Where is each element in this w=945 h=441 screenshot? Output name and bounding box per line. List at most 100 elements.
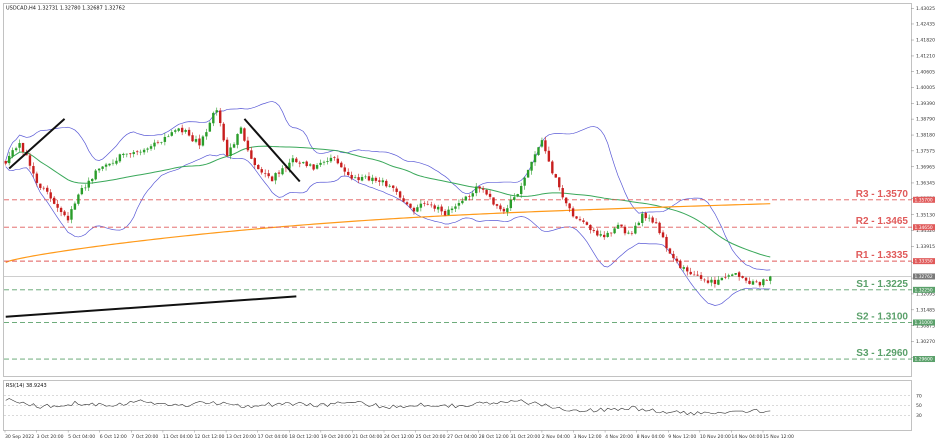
candle — [122, 152, 125, 158]
candle-body — [450, 208, 454, 211]
bollinger-upper — [5, 101, 771, 271]
y-tick-label: 1.42435 — [916, 22, 935, 28]
candle-body — [689, 271, 692, 275]
candle — [502, 207, 506, 214]
candle — [530, 161, 533, 175]
candle-body — [436, 206, 440, 210]
x-tick-label: 3 Oct 20:00 — [37, 434, 64, 440]
candle-body — [682, 267, 685, 269]
candle-body — [765, 280, 769, 281]
candle-body — [184, 129, 187, 132]
candle — [613, 226, 616, 235]
candle — [499, 203, 502, 212]
level-labels: R3 - 1.3570 1.35700 R2 - 1.3465 1.34650 R1 -… — [856, 189, 935, 363]
level-label-r3: R3 - 1.3570 — [856, 189, 909, 200]
candle — [70, 206, 73, 224]
y-tick-label: 1.33915 — [916, 244, 935, 250]
candle — [367, 172, 371, 182]
candle-body — [530, 161, 533, 171]
candle — [513, 193, 516, 202]
candle — [454, 203, 457, 212]
candle — [246, 136, 250, 153]
candle-body — [52, 197, 56, 204]
y-tick-label: 1.32095 — [916, 291, 935, 297]
candle-body — [295, 158, 298, 163]
candle-body — [87, 180, 90, 188]
candle-body — [253, 158, 257, 166]
level-tag-text-r1: 1.33350 — [915, 259, 933, 265]
candle — [21, 142, 25, 155]
candle — [564, 197, 568, 207]
candle-body — [277, 172, 281, 174]
candle — [59, 206, 63, 217]
candle-body — [454, 206, 457, 209]
candle — [305, 160, 308, 168]
candle — [125, 153, 129, 158]
candle-body — [447, 209, 450, 216]
candle-body — [412, 207, 416, 212]
candle — [699, 271, 703, 282]
candle — [558, 177, 561, 191]
candle — [630, 230, 634, 236]
y-tick-label: 1.41210 — [916, 54, 935, 60]
upper-left-trendline — [8, 118, 66, 170]
candle — [554, 173, 557, 178]
candle-body — [350, 174, 353, 179]
candle-body — [180, 127, 184, 133]
candle — [475, 183, 478, 197]
candle — [222, 122, 225, 142]
candle-body — [260, 169, 263, 173]
x-tick-label: 18 Oct 12:00 — [289, 434, 319, 440]
main-panel-frame — [3, 3, 912, 377]
candle-body — [212, 112, 215, 124]
candle — [447, 206, 450, 216]
symbol-header: USDCAD,H4 1.32731 1.32780 1.32687 1.3276… — [6, 6, 125, 12]
candle-body — [125, 153, 129, 155]
candle-body — [142, 149, 146, 153]
candle — [720, 277, 724, 281]
candle — [654, 218, 658, 224]
candle-body — [423, 203, 426, 204]
candle-body — [391, 185, 395, 188]
candle — [4, 160, 7, 166]
candle — [329, 154, 333, 164]
x-tick-label: 8 Nov 04:00 — [637, 434, 665, 440]
candle-body — [737, 272, 741, 277]
candle — [281, 165, 284, 176]
candle-body — [42, 187, 45, 189]
candle-body — [481, 188, 485, 190]
candle-body — [516, 194, 519, 197]
candle-body — [606, 232, 609, 237]
candle — [291, 155, 295, 167]
candle — [104, 162, 108, 171]
candle-body — [461, 200, 464, 204]
candle — [46, 185, 49, 195]
moving-averages — [5, 145, 771, 263]
candle — [706, 276, 710, 285]
candle-body — [554, 174, 557, 178]
candle — [326, 157, 329, 165]
candle — [163, 132, 167, 146]
candle-body — [762, 279, 765, 286]
candle-body — [319, 162, 322, 165]
y-tick-label: 1.38180 — [916, 133, 935, 139]
candle-body — [232, 144, 236, 148]
candle — [665, 234, 668, 252]
candle-body — [513, 197, 516, 201]
candle-body — [699, 275, 703, 279]
candle — [443, 209, 447, 217]
candle-body — [343, 167, 346, 172]
candle-body — [630, 233, 634, 234]
x-tick-label: 25 Oct 20:00 — [416, 434, 446, 440]
bollinger-lower — [5, 153, 771, 306]
candle — [298, 160, 301, 168]
candle — [180, 124, 184, 136]
candle — [14, 146, 18, 152]
candle-body — [651, 217, 654, 223]
candle-body — [558, 177, 561, 188]
candle-body — [654, 222, 658, 224]
candle-body — [385, 180, 388, 187]
candle — [212, 111, 215, 127]
candle-body — [755, 281, 758, 283]
level-tag-r1 — [913, 258, 935, 265]
